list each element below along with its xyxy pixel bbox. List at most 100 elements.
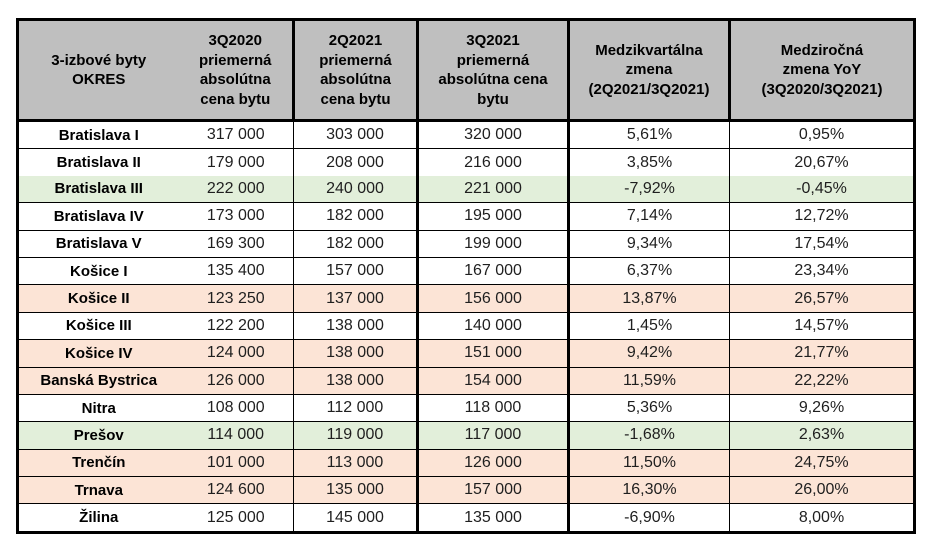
header-okres: 3-izbové byty OKRES	[16, 18, 179, 122]
cell-okres: Košice I	[17, 256, 179, 285]
cell-yoy-change: 26,57%	[729, 284, 915, 313]
cell-price-3q2020: 125 000	[178, 503, 294, 533]
cell-yoy-change: 17,54%	[729, 229, 915, 258]
cell-price-3q2021: 154 000	[417, 366, 570, 395]
cell-price-2q2021: 182 000	[293, 229, 419, 258]
table-row: Košice IV 124 000 138 000 151 000 9,42% …	[17, 339, 915, 368]
cell-qoq-change: 5,36%	[568, 393, 730, 422]
cell-okres: Košice III	[17, 311, 179, 340]
cell-okres: Prešov	[17, 421, 179, 450]
cell-yoy-change: 0,95%	[729, 119, 915, 149]
cell-qoq-change: 13,87%	[568, 284, 730, 313]
cell-price-3q2021: 199 000	[417, 229, 570, 258]
cell-okres: Bratislava IV	[17, 202, 179, 231]
header-price-3q2021: 3Q2021 priemerná absolútna cena bytu	[416, 18, 570, 122]
cell-qoq-change: 9,34%	[568, 229, 730, 258]
header-row: 3-izbové byty OKRES 3Q2020 priemerná abs…	[16, 18, 916, 122]
cell-price-2q2021: 208 000	[293, 148, 419, 176]
cell-price-2q2021: 113 000	[293, 448, 419, 477]
cell-price-3q2020: 124 000	[178, 339, 294, 368]
table-row: Nitra 108 000 112 000 118 000 5,36% 9,26…	[17, 393, 915, 422]
cell-qoq-change: 7,14%	[568, 202, 730, 231]
cell-yoy-change: 2,63%	[729, 421, 915, 450]
cell-okres: Nitra	[17, 393, 179, 422]
cell-price-3q2020: 169 300	[178, 229, 294, 258]
cell-price-2q2021: 138 000	[293, 311, 419, 340]
apartment-price-table: 3-izbové byty OKRES 3Q2020 priemerná abs…	[16, 18, 916, 534]
cell-yoy-change: 26,00%	[729, 476, 915, 504]
table-row: Bratislava V 169 300 182 000 199 000 9,3…	[17, 229, 915, 258]
header-price-3q2020: 3Q2020 priemerná absolútna cena bytu	[178, 18, 295, 122]
table-row: Bratislava II 179 000 208 000 216 000 3,…	[17, 148, 915, 176]
cell-price-2q2021: 145 000	[293, 503, 419, 533]
cell-yoy-change: 9,26%	[729, 393, 915, 422]
cell-qoq-change: 11,50%	[568, 448, 730, 477]
table-row: Bratislava I 317 000 303 000 320 000 5,6…	[17, 119, 915, 149]
cell-okres: Banská Bystrica	[17, 366, 179, 395]
cell-price-3q2021: 157 000	[417, 476, 570, 504]
cell-yoy-change: 21,77%	[729, 339, 915, 368]
cell-price-2q2021: 137 000	[293, 284, 419, 313]
cell-price-3q2020: 173 000	[178, 202, 294, 231]
cell-price-3q2020: 123 250	[178, 284, 294, 313]
cell-price-3q2021: 126 000	[417, 448, 570, 477]
cell-price-3q2021: 140 000	[417, 311, 570, 340]
cell-price-3q2021: 117 000	[417, 421, 570, 450]
cell-qoq-change: -6,90%	[568, 503, 730, 533]
cell-okres: Bratislava II	[17, 148, 179, 176]
cell-yoy-change: 23,34%	[729, 256, 915, 285]
cell-yoy-change: 22,22%	[729, 366, 915, 395]
header-yoy-change: Medziročná zmena YoY (3Q2020/3Q2021)	[728, 18, 916, 122]
cell-price-2q2021: 138 000	[293, 339, 419, 368]
cell-yoy-change: 12,72%	[729, 202, 915, 231]
cell-okres: Žilina	[17, 503, 179, 533]
cell-price-3q2020: 101 000	[178, 448, 294, 477]
cell-qoq-change: 16,30%	[568, 476, 730, 504]
cell-qoq-change: 9,42%	[568, 339, 730, 368]
cell-price-3q2020: 126 000	[178, 366, 294, 395]
cell-price-3q2021: 167 000	[417, 256, 570, 285]
cell-price-3q2020: 135 400	[178, 256, 294, 285]
cell-qoq-change: -7,92%	[568, 175, 730, 203]
cell-price-3q2020: 114 000	[178, 421, 294, 450]
cell-price-3q2021: 221 000	[417, 175, 570, 203]
cell-okres: Košice II	[17, 284, 179, 313]
cell-qoq-change: 1,45%	[568, 311, 730, 340]
cell-okres: Košice IV	[17, 339, 179, 368]
cell-price-2q2021: 119 000	[293, 421, 419, 450]
cell-price-3q2021: 216 000	[417, 148, 570, 176]
cell-okres: Trenčín	[17, 448, 179, 477]
table-row: Košice I 135 400 157 000 167 000 6,37% 2…	[17, 256, 915, 285]
table-row: Košice II 123 250 137 000 156 000 13,87%…	[17, 284, 915, 313]
table-row: Žilina 125 000 145 000 135 000 -6,90% 8,…	[17, 503, 915, 533]
cell-price-3q2020: 222 000	[178, 175, 294, 203]
cell-price-3q2020: 122 200	[178, 311, 294, 340]
cell-price-3q2020: 179 000	[178, 148, 294, 176]
cell-yoy-change: -0,45%	[729, 175, 915, 203]
cell-price-3q2020: 124 600	[178, 476, 294, 504]
table-row: Trnava 124 600 135 000 157 000 16,30% 26…	[17, 476, 915, 504]
cell-yoy-change: 14,57%	[729, 311, 915, 340]
cell-price-3q2021: 151 000	[417, 339, 570, 368]
cell-price-3q2021: 156 000	[417, 284, 570, 313]
cell-okres: Bratislava III	[17, 175, 179, 203]
cell-qoq-change: -1,68%	[568, 421, 730, 450]
table-body: Bratislava I 317 000 303 000 320 000 5,6…	[17, 119, 915, 533]
table-row: Bratislava III 222 000 240 000 221 000 -…	[17, 175, 915, 203]
cell-price-2q2021: 303 000	[293, 119, 419, 149]
cell-qoq-change: 5,61%	[568, 119, 730, 149]
cell-price-3q2020: 108 000	[178, 393, 294, 422]
cell-yoy-change: 20,67%	[729, 148, 915, 176]
cell-price-2q2021: 157 000	[293, 256, 419, 285]
cell-price-2q2021: 138 000	[293, 366, 419, 395]
cell-price-3q2021: 320 000	[417, 119, 570, 149]
cell-price-3q2021: 195 000	[417, 202, 570, 231]
cell-yoy-change: 8,00%	[729, 503, 915, 533]
cell-price-3q2021: 118 000	[417, 393, 570, 422]
cell-qoq-change: 3,85%	[568, 148, 730, 176]
cell-yoy-change: 24,75%	[729, 448, 915, 477]
table-row: Prešov 114 000 119 000 117 000 -1,68% 2,…	[17, 421, 915, 450]
cell-price-3q2021: 135 000	[417, 503, 570, 533]
cell-price-2q2021: 240 000	[293, 175, 419, 203]
cell-okres: Trnava	[17, 476, 179, 504]
